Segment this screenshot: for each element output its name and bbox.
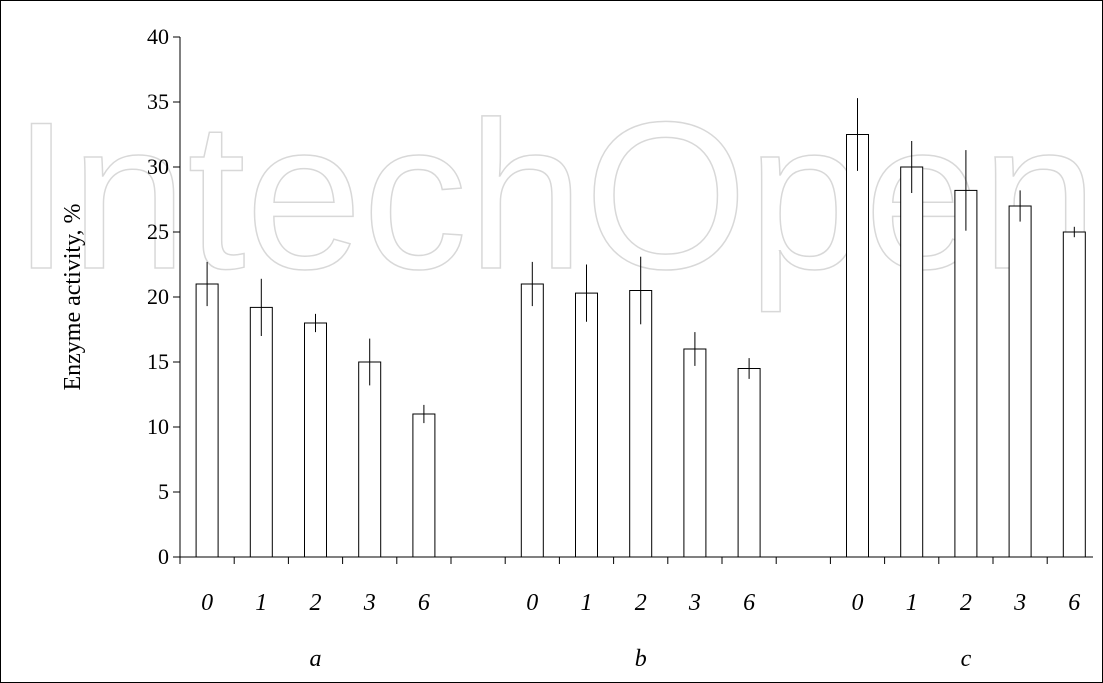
bar [412,413,436,558]
y-tick-label: 15 [147,349,169,374]
x-tick-label: 0 [526,590,538,616]
x-tick-label: 3 [688,590,701,616]
x-tick-label: 3 [1013,590,1026,616]
y-tick-label: 5 [158,479,169,504]
y-tick-label: 25 [147,219,169,244]
bar [900,166,924,558]
bar [358,361,382,558]
y-tick-label: 10 [147,414,169,439]
bars [195,98,1086,558]
bar [575,292,598,558]
group-label: c [961,646,972,672]
x-tick-label: 6 [1068,590,1080,616]
x-tick-label: 0 [201,590,213,616]
bar [629,290,653,558]
group-label: a [310,646,322,672]
bar [249,306,273,558]
x-tick-label: 3 [363,590,376,616]
group-label: b [635,646,647,672]
x-tick-label: 2 [635,590,647,616]
y-tick-label: 30 [147,154,169,179]
axes: 0 5 10 15 20 25 30 35 40 0 1 2 3 6 a 0 1 2 3 6 b 0 1 2 3 6 c [147,24,1093,672]
bar [1008,205,1032,558]
bar [1062,231,1086,558]
bar [304,322,327,558]
y-tick-label: 0 [158,544,169,569]
bar [195,283,219,558]
bar [954,189,978,558]
x-tick-label: 1 [906,590,918,616]
y-tick-label: 40 [147,24,169,49]
y-tick-label: 20 [147,284,169,309]
x-tick-label: 6 [418,590,430,616]
y-tick-label: 35 [147,89,169,114]
bar [520,283,544,558]
bar [846,134,869,558]
x-tick-label: 0 [852,590,864,616]
bar [683,348,707,558]
x-tick-label: 6 [743,590,755,616]
bar [737,368,761,558]
x-tick-label: 2 [960,590,972,616]
y-axis-label: Enzyme activity, % [60,203,86,390]
x-tick-label: 1 [581,590,593,616]
x-tick-label: 1 [255,590,267,616]
x-tick-label: 2 [310,590,322,616]
